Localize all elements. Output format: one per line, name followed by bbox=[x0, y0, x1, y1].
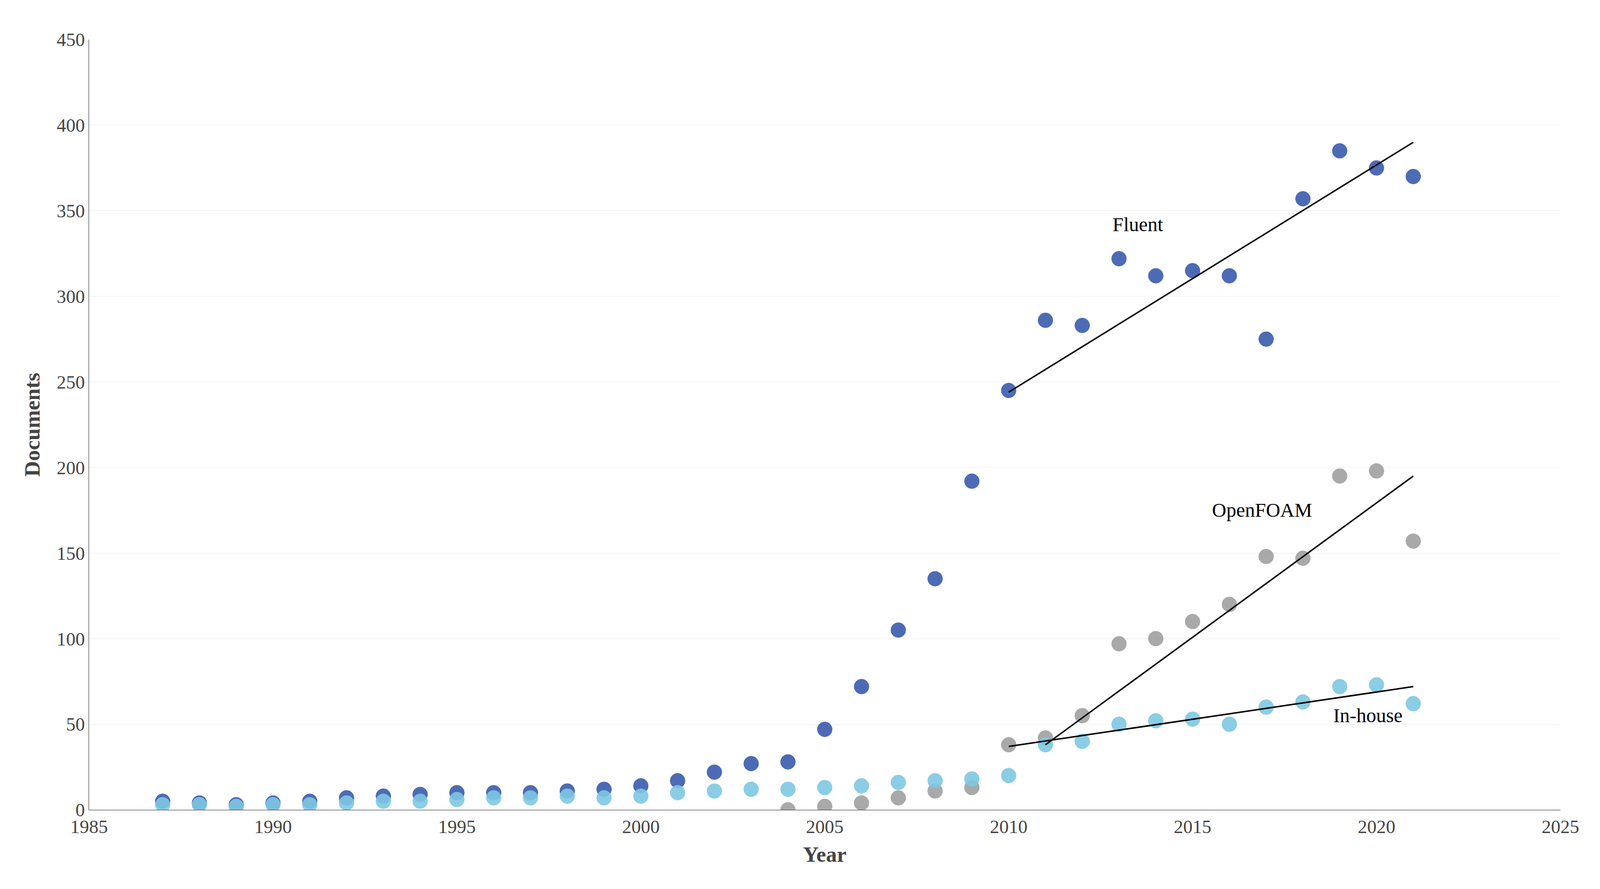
svg-text:2000: 2000 bbox=[622, 816, 660, 837]
svg-text:2015: 2015 bbox=[1173, 816, 1212, 837]
svg-text:OpenFOAM: OpenFOAM bbox=[1212, 498, 1312, 522]
svg-text:Fluent: Fluent bbox=[1112, 213, 1164, 236]
svg-text:2025: 2025 bbox=[1541, 816, 1580, 837]
svg-text:150: 150 bbox=[56, 542, 85, 564]
svg-text:1995: 1995 bbox=[437, 816, 476, 837]
svg-text:450: 450 bbox=[56, 29, 85, 50]
svg-text:In-house: In-house bbox=[1333, 704, 1403, 727]
svg-text:400: 400 bbox=[56, 114, 85, 136]
svg-text:350: 350 bbox=[56, 200, 85, 222]
svg-text:Documents: Documents bbox=[20, 372, 45, 477]
svg-text:200: 200 bbox=[56, 457, 85, 479]
svg-text:2010: 2010 bbox=[989, 816, 1028, 837]
svg-text:1990: 1990 bbox=[254, 816, 292, 837]
svg-text:1985: 1985 bbox=[70, 816, 108, 837]
svg-text:Year: Year bbox=[803, 842, 847, 867]
svg-text:2020: 2020 bbox=[1357, 816, 1396, 837]
svg-text:250: 250 bbox=[56, 371, 85, 393]
svg-text:100: 100 bbox=[56, 628, 85, 650]
svg-text:300: 300 bbox=[56, 286, 85, 307]
svg-text:2005: 2005 bbox=[806, 816, 844, 837]
svg-text:0: 0 bbox=[75, 799, 85, 821]
svg-text:50: 50 bbox=[65, 713, 85, 735]
